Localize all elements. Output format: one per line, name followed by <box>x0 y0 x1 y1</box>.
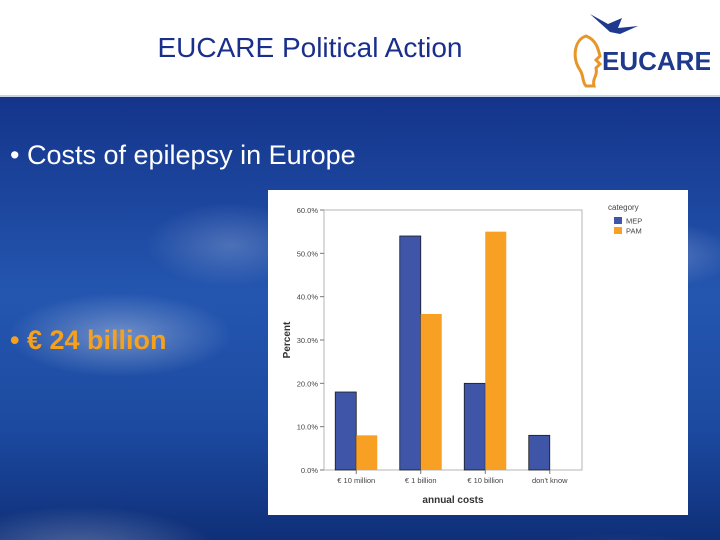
logo-text: EUCARE <box>602 46 710 76</box>
bar-mep <box>334 391 357 471</box>
bar-pam <box>420 314 442 470</box>
face-profile-icon <box>573 34 603 88</box>
bullet-text: Costs of epilepsy in Europe <box>26 140 356 170</box>
x-tick-label: € 10 billion <box>467 476 503 485</box>
bar-pam <box>485 231 507 470</box>
y-tick-label: 30.0% <box>297 336 319 345</box>
bullet-marker: • <box>10 325 20 355</box>
x-tick-label: € 1 billion <box>405 476 437 485</box>
y-axis-label: Percent <box>282 321 293 358</box>
bullet-costs: • Costs of epilepsy in Europe <box>10 140 356 171</box>
x-tick-label: € 10 million <box>337 476 375 485</box>
bullet-text: € 24 billion <box>26 325 167 355</box>
y-tick-label: 0.0% <box>301 466 318 475</box>
bar-pam <box>356 435 378 470</box>
bar-mep <box>528 434 551 471</box>
y-tick-label: 60.0% <box>297 206 319 215</box>
y-tick-label: 40.0% <box>297 293 319 302</box>
y-tick-label: 50.0% <box>297 249 319 258</box>
bullet-marker: • <box>10 140 20 170</box>
y-tick-label: 10.0% <box>297 423 319 432</box>
legend-title: category <box>608 203 639 212</box>
slide-header: EUCARE Political Action EUCARE <box>0 0 720 97</box>
bird-icon <box>590 14 638 34</box>
x-tick-label: don't know <box>532 476 568 485</box>
chart-panel: 0.0% 10.0% 20.0% 30.0% 40.0% 50.0% 60.0% € 10 m… <box>268 190 688 515</box>
x-axis-label: annual costs <box>422 495 484 506</box>
eucare-logo: EUCARE <box>573 14 710 88</box>
legend-swatch-pam <box>614 227 622 234</box>
plot-frame <box>323 209 583 471</box>
y-tick-label: 20.0% <box>297 379 319 388</box>
legend-label: MEP <box>626 217 642 226</box>
legend-swatch-mep <box>614 217 622 224</box>
bullet-billion: • € 24 billion <box>10 325 167 356</box>
bar-chart: 0.0% 10.0% 20.0% 30.0% 40.0% 50.0% 60.0% € 10 m… <box>282 203 642 506</box>
slide-title: EUCARE Political Action <box>157 32 463 63</box>
legend-label: PAM <box>626 227 642 236</box>
bar-mep <box>399 235 422 471</box>
bar-mep <box>463 382 486 471</box>
